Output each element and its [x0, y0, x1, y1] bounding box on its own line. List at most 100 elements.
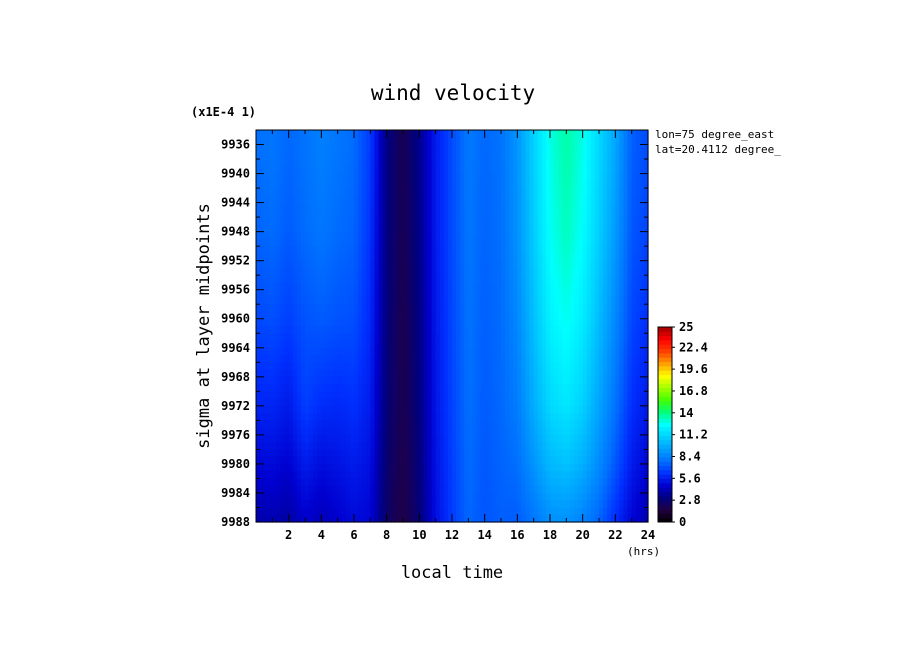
heatmap-cell	[529, 355, 535, 363]
heatmap-cell	[496, 246, 502, 255]
heatmap-cell	[545, 405, 551, 414]
heatmap-cell	[496, 434, 502, 443]
heatmap-cell	[623, 130, 629, 138]
heatmap-cell	[439, 333, 445, 342]
heatmap-cell	[349, 318, 355, 327]
heatmap-cell	[260, 304, 265, 313]
heatmap-cell	[358, 492, 363, 501]
heatmap-cell	[305, 217, 310, 225]
heatmap-cell	[517, 405, 523, 414]
heatmap-cell	[639, 376, 645, 385]
heatmap-cell	[390, 311, 396, 320]
heatmap-cell	[260, 463, 265, 472]
heatmap-cell	[423, 275, 429, 284]
heatmap-cell	[492, 275, 498, 284]
heatmap-cell	[358, 282, 363, 291]
heatmap-cell	[280, 478, 286, 487]
heatmap-cell	[329, 231, 335, 240]
heatmap-cell	[590, 492, 596, 501]
heatmap-cell	[411, 304, 416, 313]
heatmap-cell	[533, 159, 539, 167]
heatmap-cell	[305, 362, 310, 371]
heatmap-cell	[292, 471, 298, 480]
heatmap-cell	[268, 260, 273, 269]
heatmap-cell	[447, 442, 453, 451]
heatmap-cell	[264, 275, 269, 284]
y-scale-note: (x1E-4 1)	[191, 105, 256, 119]
heatmap-cell	[594, 238, 600, 247]
heatmap-cell	[423, 318, 429, 327]
heatmap-cell	[460, 500, 465, 509]
heatmap-cell	[443, 166, 449, 175]
heatmap-cell	[411, 427, 416, 436]
heatmap-cell	[337, 253, 343, 262]
heatmap-cell	[362, 471, 367, 480]
heatmap-cell	[443, 376, 449, 385]
heatmap-cell	[631, 340, 637, 349]
heatmap-cell	[354, 173, 359, 182]
heatmap-cell	[501, 137, 506, 146]
heatmap-cell	[366, 296, 371, 305]
heatmap-cell	[468, 275, 474, 284]
heatmap-cell	[488, 130, 494, 138]
heatmap-cell	[623, 384, 629, 392]
heatmap-cell	[419, 398, 425, 407]
heatmap-cell	[550, 500, 555, 509]
heatmap-cell	[607, 318, 612, 327]
heatmap-cell	[525, 333, 531, 342]
heatmap-cell	[603, 463, 608, 472]
heatmap-cell	[492, 238, 498, 247]
heatmap-cell	[423, 195, 429, 204]
heatmap-cell	[374, 449, 380, 458]
heatmap-cell	[305, 180, 310, 189]
heatmap-cell	[321, 130, 327, 138]
heatmap-cell	[256, 275, 261, 284]
heatmap-cell	[452, 355, 457, 363]
heatmap-cell	[435, 427, 441, 436]
heatmap-cell	[423, 434, 429, 443]
heatmap-cell	[411, 391, 416, 400]
heatmap-cell	[264, 384, 269, 392]
heatmap-cell	[394, 144, 400, 153]
heatmap-cell	[594, 485, 600, 494]
heatmap-cell	[607, 195, 612, 204]
heatmap-cell	[635, 369, 641, 378]
heatmap-cell	[398, 456, 404, 465]
heatmap-cell	[639, 217, 645, 225]
heatmap-cell	[431, 173, 437, 182]
heatmap-cell	[554, 420, 559, 429]
heatmap-cell	[456, 195, 461, 204]
heatmap-cell	[366, 369, 371, 378]
heatmap-cell	[521, 151, 527, 160]
heatmap-cell	[419, 195, 425, 204]
heatmap-cell	[419, 166, 425, 175]
heatmap-cell	[590, 347, 596, 356]
heatmap-cell	[321, 413, 327, 421]
heatmap-cell	[362, 173, 367, 182]
heatmap-cell	[394, 485, 400, 494]
heatmap-cell	[358, 260, 363, 269]
heatmap-cell	[517, 130, 523, 138]
heatmap-cell	[345, 209, 351, 218]
heatmap-cell	[533, 144, 539, 153]
heatmap-cell	[574, 202, 580, 211]
heatmap-cell	[431, 478, 437, 487]
heatmap-cell	[349, 130, 355, 138]
heatmap-cell	[370, 231, 376, 240]
heatmap-cell	[386, 238, 392, 247]
heatmap-cell	[615, 311, 621, 320]
heatmap-cell	[566, 260, 572, 269]
heatmap-cell	[333, 130, 339, 138]
heatmap-cell	[394, 246, 400, 255]
heatmap-cell	[313, 405, 318, 414]
heatmap-cell	[374, 304, 380, 313]
heatmap-cell	[472, 296, 478, 305]
heatmap-cell	[268, 246, 273, 255]
heatmap-cell	[309, 289, 314, 298]
heatmap-cell	[268, 463, 273, 472]
heatmap-cell	[284, 340, 290, 349]
heatmap-cell	[329, 311, 335, 320]
heatmap-cell	[329, 369, 335, 378]
heatmap-cell	[374, 420, 380, 429]
heatmap-cell	[460, 275, 465, 284]
